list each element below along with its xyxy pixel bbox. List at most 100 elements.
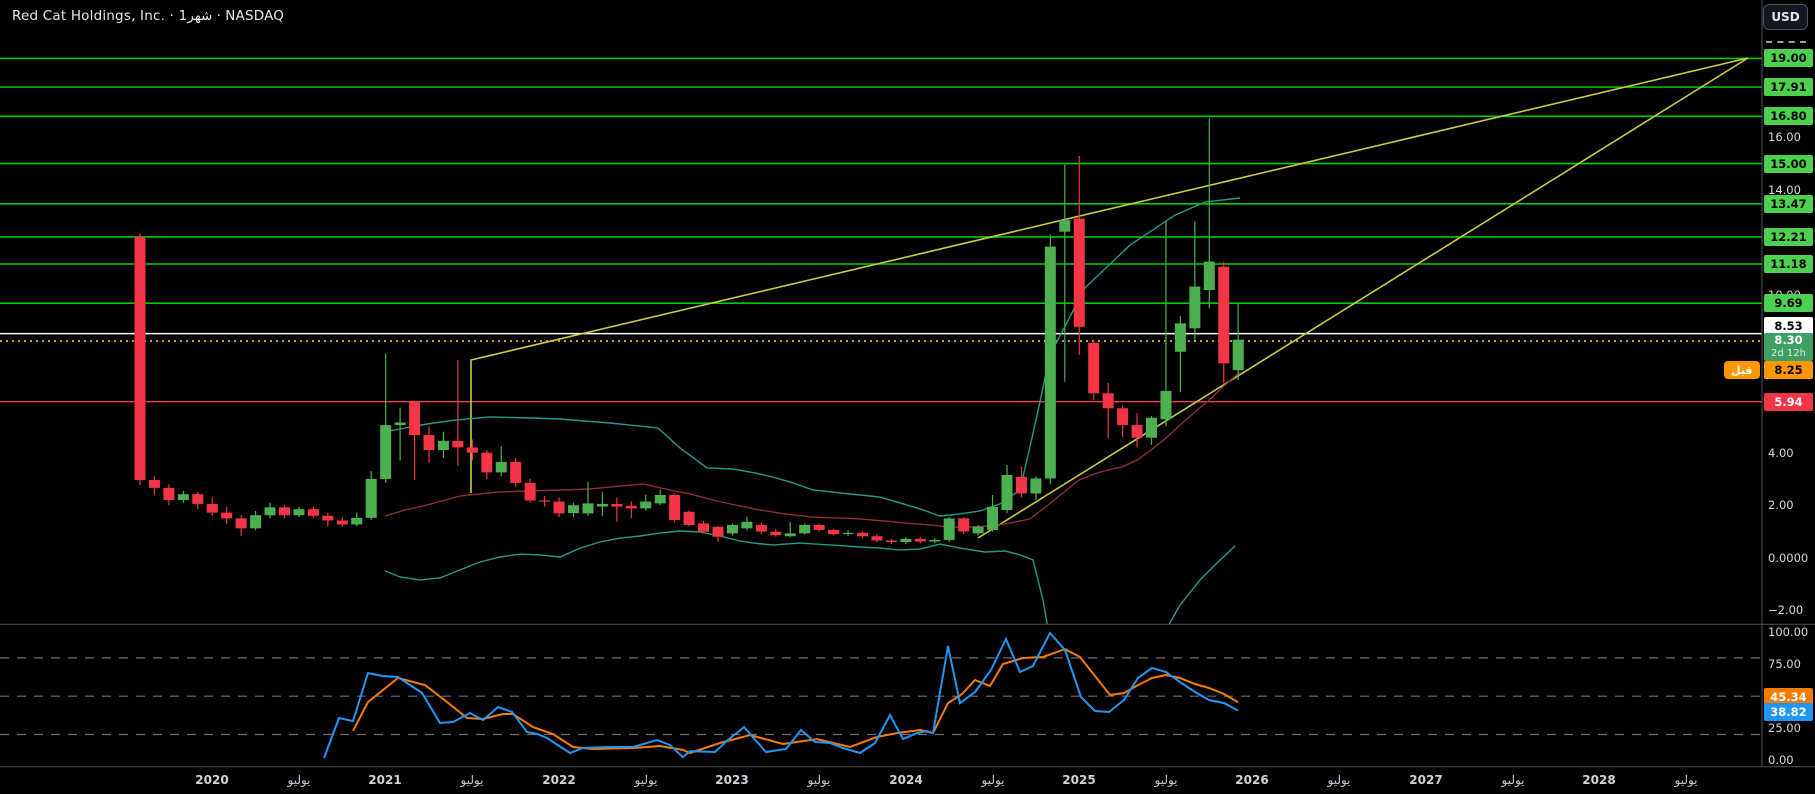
price-tick-0: 0.0000 — [1768, 550, 1809, 565]
premarket-tag: قبل — [1724, 361, 1760, 379]
level-price-label[interactable]: 17.91 — [1764, 78, 1813, 97]
candle-body — [972, 526, 984, 534]
candle-body — [929, 539, 941, 542]
level-price-label[interactable]: 19.00 — [1764, 49, 1813, 68]
stoch-d-value-label: 45.34 — [1764, 688, 1813, 706]
candle-body — [1146, 417, 1157, 438]
candle-body — [481, 452, 493, 473]
candle-body — [524, 482, 536, 501]
time-label-2023: 2023 — [715, 773, 749, 787]
candle-body — [293, 509, 305, 516]
indicator-tick-25: 25.00 — [1768, 721, 1801, 736]
price-tick-14: 14.00 — [1768, 182, 1801, 197]
candle-body — [1218, 266, 1230, 364]
candle-body — [495, 461, 507, 473]
time-label-يوليو: يوليو — [981, 773, 1005, 787]
candle-body — [1160, 390, 1172, 420]
last-price-label: 8.30 2d 12h — [1764, 333, 1813, 361]
candle-body — [1189, 286, 1201, 329]
price-tick-2: 2.00 — [1768, 498, 1794, 513]
candle-body — [1102, 393, 1114, 409]
price-tick--2: −2.00 — [1768, 603, 1804, 618]
candle-body — [640, 501, 652, 509]
last-price-value: 8.30 — [1774, 333, 1803, 347]
candle-body — [264, 507, 276, 516]
main-pane[interactable] — [0, 57, 1762, 640]
candle-body — [351, 517, 363, 525]
trendline-lower-channel[interactable] — [977, 57, 1749, 539]
stoch-d-line — [352, 648, 1239, 755]
time-label-يوليو: يوليو — [807, 773, 831, 787]
candle-body — [712, 526, 724, 537]
candle-body — [900, 538, 912, 543]
candle-body — [221, 512, 233, 519]
candle-body — [943, 518, 955, 540]
candle-body — [726, 524, 738, 534]
candle-body — [250, 515, 262, 529]
candle-body — [466, 447, 478, 453]
candle-body — [611, 503, 623, 507]
candle-body — [279, 507, 290, 516]
time-label-2022: 2022 — [542, 773, 576, 787]
indicator-tick-75: 75.00 — [1768, 657, 1801, 672]
price-tick-16: 16.00 — [1768, 130, 1801, 145]
candle-body — [568, 505, 579, 514]
indicator-tick-100: 100.00 — [1768, 625, 1809, 640]
time-label-2027: 2027 — [1409, 773, 1443, 787]
time-label-2026: 2026 — [1235, 773, 1269, 787]
candle-body — [336, 520, 348, 525]
time-label-يوليو: يوليو — [634, 773, 658, 787]
level-price-label[interactable]: 12.21 — [1764, 227, 1813, 246]
time-label-2025: 2025 — [1062, 773, 1096, 787]
level-price-label[interactable]: 9.69 — [1764, 294, 1813, 313]
bollinger-lower-band-reentry — [1168, 545, 1236, 625]
candle-body — [1174, 323, 1186, 352]
trendline-upper-channel[interactable] — [470, 57, 1749, 493]
candle-body — [177, 494, 189, 500]
candle-body — [1203, 261, 1215, 291]
candle-body — [510, 461, 522, 483]
alert-price-label[interactable]: 5.94 — [1764, 392, 1813, 411]
bollinger-middle-band — [384, 371, 1241, 528]
price-tick-4: 4.00 — [1768, 445, 1794, 460]
indicator-tick-0: 0.00 — [1768, 753, 1794, 767]
candle-body — [1073, 218, 1085, 327]
candle-body — [409, 401, 421, 436]
prev-close-label[interactable]: 8.53 — [1764, 317, 1813, 335]
level-price-label[interactable]: 16.80 — [1764, 107, 1813, 126]
candle-body — [1015, 476, 1027, 494]
candle-body — [625, 505, 637, 509]
candle-body — [553, 501, 565, 514]
candle-body — [914, 538, 926, 542]
time-label-يوليو: يوليو — [1154, 773, 1178, 787]
candle-body — [380, 425, 392, 479]
candle-body — [423, 435, 435, 451]
candle-body — [857, 532, 868, 537]
time-label-2020: 2020 — [195, 773, 229, 787]
candle-body — [654, 494, 666, 504]
symbol-title: Red Cat Holdings, Inc. · 1شهر · NASDAQ — [12, 8, 285, 24]
candle-body — [322, 515, 334, 521]
candle-body — [596, 503, 608, 507]
candle-body — [770, 531, 782, 536]
premarket-price-label: 8.25 — [1764, 361, 1813, 379]
candle-body — [799, 524, 811, 534]
level-price-label[interactable]: 13.47 — [1764, 194, 1813, 213]
candle-body — [755, 524, 767, 532]
level-price-label[interactable]: 15.00 — [1764, 154, 1813, 173]
bollinger-lower-band — [384, 530, 1048, 625]
candle-body — [452, 440, 464, 448]
candle-body — [394, 422, 406, 426]
candle-body — [235, 518, 247, 529]
candle-body — [871, 536, 883, 541]
indicator-pane[interactable] — [0, 631, 1762, 759]
level-price-label[interactable]: 11.18 — [1764, 254, 1813, 273]
candle-body — [813, 524, 825, 530]
candle-body — [437, 440, 449, 451]
currency-toggle-button[interactable]: USD — [1763, 4, 1808, 30]
bar-countdown: 2d 12h — [1771, 348, 1806, 359]
candle-body — [669, 494, 681, 520]
time-label-يوليو: يوليو — [287, 773, 311, 787]
